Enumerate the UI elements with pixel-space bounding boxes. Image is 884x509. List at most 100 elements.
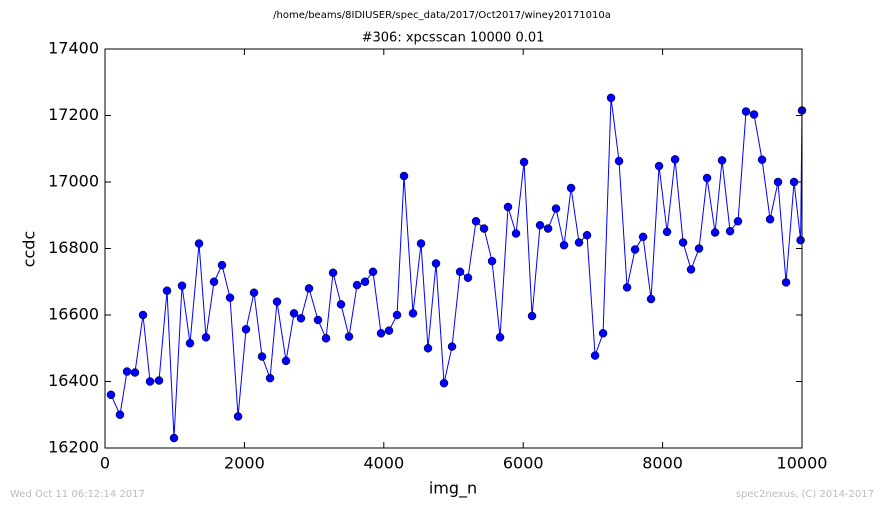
data-point — [694, 244, 704, 253]
data-point — [670, 155, 680, 164]
data-point — [217, 260, 227, 270]
data-point — [336, 300, 346, 309]
data-point — [749, 110, 759, 119]
y-tick-label: 16200 — [48, 438, 99, 457]
data-point — [455, 267, 465, 277]
data-point — [511, 229, 521, 238]
data-point — [201, 333, 211, 342]
data-point — [169, 433, 179, 443]
data-point — [185, 339, 195, 348]
x-tick-label: 4000 — [363, 454, 404, 473]
data-point — [376, 329, 386, 338]
data-point — [630, 245, 640, 254]
data-point — [566, 183, 576, 193]
data-point — [130, 368, 140, 377]
data-point — [535, 220, 545, 230]
data-point — [304, 284, 314, 293]
data-point — [344, 332, 354, 341]
data-point — [781, 278, 791, 287]
data-point — [272, 297, 282, 306]
x-tick-label: 0 — [100, 454, 110, 473]
data-point — [678, 238, 688, 247]
data-point — [479, 224, 489, 233]
data-point — [431, 259, 441, 268]
data-point — [233, 412, 243, 421]
data-point — [289, 309, 299, 318]
data-point — [519, 157, 529, 167]
data-point — [725, 226, 735, 236]
y-tick-label: 17400 — [48, 39, 99, 58]
data-point — [702, 173, 712, 183]
data-point — [145, 377, 155, 386]
data-point — [559, 240, 569, 250]
data-point — [392, 310, 402, 320]
data-point — [447, 342, 457, 351]
data-point — [281, 356, 291, 366]
footer-left: Wed Oct 11 06:12:14 2017 — [10, 489, 145, 500]
data-point — [399, 171, 409, 181]
plot-frame — [104, 48, 803, 449]
x-tick-label: 10000 — [777, 454, 828, 473]
data-point — [209, 277, 219, 286]
data-point — [408, 309, 418, 318]
data-point — [757, 155, 767, 164]
data-point — [423, 344, 433, 353]
data-point — [265, 373, 275, 383]
data-point — [765, 214, 775, 224]
y-axis-label: ccdc — [20, 231, 39, 268]
data-point — [710, 228, 720, 237]
data-point — [154, 376, 164, 385]
data-point — [296, 314, 306, 323]
data-point — [646, 294, 656, 304]
data-point — [115, 410, 125, 419]
data-point — [225, 293, 235, 302]
data-point — [313, 315, 323, 325]
y-tick-label: 16400 — [48, 371, 99, 390]
suptitle: /home/beams/8IDIUSER/spec_data/2017/Oct2… — [273, 10, 611, 21]
data-point — [249, 288, 259, 297]
data-point — [368, 267, 378, 277]
data-point — [654, 161, 664, 171]
data-point — [360, 277, 370, 286]
data-point — [162, 286, 172, 295]
y-tick-label: 16600 — [48, 305, 99, 324]
data-point — [328, 268, 338, 278]
x-axis-label: img_n — [429, 479, 477, 499]
data-point — [598, 329, 608, 338]
data-point — [241, 325, 251, 334]
data-point — [527, 311, 537, 321]
data-point — [741, 107, 751, 116]
data-point — [439, 378, 449, 388]
data-point — [177, 281, 187, 290]
data-point — [487, 256, 497, 266]
data-point — [257, 352, 267, 361]
data-point — [590, 351, 600, 360]
x-tick-label: 6000 — [503, 454, 544, 473]
data-point — [614, 156, 624, 166]
data-point — [384, 326, 394, 335]
data-point — [638, 232, 648, 242]
data-point — [463, 273, 473, 283]
data-point — [122, 367, 132, 376]
data-point — [138, 310, 148, 320]
data-point — [321, 334, 331, 343]
data-point — [551, 204, 561, 213]
data-point — [574, 238, 584, 247]
data-point — [582, 230, 592, 240]
data-point — [471, 216, 481, 226]
data-point — [495, 333, 505, 342]
data-point — [622, 283, 632, 292]
data-point — [773, 177, 783, 187]
x-tick-label: 8000 — [642, 454, 683, 473]
data-point — [717, 156, 727, 165]
data-point — [194, 239, 204, 248]
y-tick-label: 17000 — [48, 172, 99, 191]
x-tick-label: 2000 — [224, 454, 265, 473]
data-point — [606, 93, 616, 103]
data-point — [352, 280, 362, 290]
footer-right: spec2nexus, (C) 2014-2017 — [736, 489, 874, 500]
data-point — [543, 224, 553, 233]
data-point — [662, 227, 672, 237]
y-tick-label: 16800 — [48, 238, 99, 257]
